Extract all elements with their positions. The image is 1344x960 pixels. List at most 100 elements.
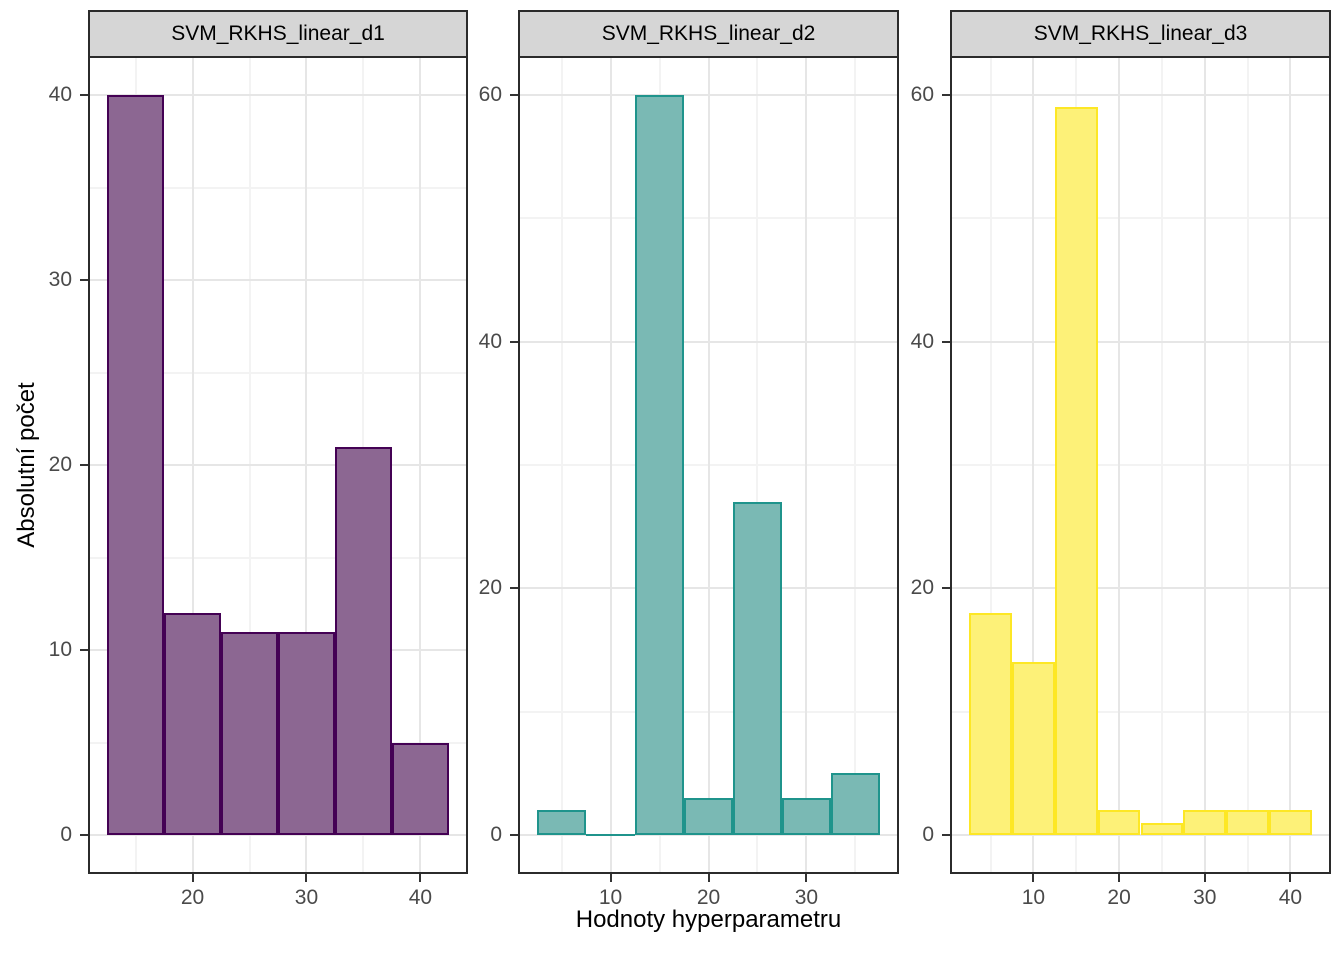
gridline-major-vertical [191,58,194,872]
gridline-major-vertical [805,58,808,872]
gridline-major-horizontal [90,94,466,96]
y-tick-mark [942,340,950,343]
facet-title: SVM_RKHS_linear_d3 [1033,22,1248,45]
x-tick-mark [1032,874,1035,882]
y-tick-mark [80,649,88,651]
gridline-major-vertical [419,58,422,872]
gridline-minor-vertical [560,58,563,872]
y-tick-mark [80,834,88,836]
gridline-minor-vertical [756,58,759,872]
x-tick-label: 40 [408,886,433,909]
histogram-bar [1054,107,1098,835]
gridline-major-vertical [707,58,710,872]
y-tick-mark [80,464,88,466]
histogram-bar [1097,810,1141,835]
x-tick-label: 30 [794,886,819,909]
y-tick-mark [510,94,518,96]
x-tick-mark [191,874,194,882]
facet-strip: SVM_RKHS_linear_d1 [88,10,468,58]
x-tick-mark [609,874,612,882]
facet-panel [88,56,468,874]
histogram-bar [781,798,831,835]
y-tick-mark [510,834,518,836]
histogram-bar [635,95,684,835]
y-tick-label: 60 [478,83,502,106]
y-tick-mark [942,94,950,96]
gridline-minor-horizontal [90,186,466,189]
y-tick-label: 60 [910,83,934,106]
histogram-bar [221,631,278,835]
gridline-major-horizontal [90,464,466,466]
histogram-bar [1226,810,1269,835]
x-tick-label: 10 [598,886,623,909]
histogram-bar [732,502,782,835]
gridline-minor-vertical [854,58,857,872]
facet-title: SVM_RKHS_linear_d1 [171,22,385,45]
histogram-bar [334,446,392,835]
gridline-major-horizontal [90,279,466,281]
gridline-major-vertical [1118,58,1121,872]
gridline-major-horizontal [952,340,1329,343]
x-tick-label: 10 [1021,886,1046,909]
gridline-major-vertical [1289,58,1292,872]
y-tick-mark [80,94,88,96]
histogram-bar [684,798,733,835]
gridline-major-vertical [1032,58,1035,872]
x-tick-label: 30 [294,886,319,909]
histogram-bar [164,613,222,835]
gridline-minor-vertical [989,58,992,872]
facet-panel [950,56,1331,874]
histogram-bar [1183,810,1227,835]
x-tick-label: 20 [1107,886,1131,909]
y-tick-label: 20 [910,576,934,600]
gridline-major-horizontal [952,94,1329,96]
y-tick-mark [80,279,88,281]
x-axis-title: Hodnoty hyperparametru [575,906,842,933]
y-tick-mark [942,834,950,836]
y-tick-label: 20 [478,576,502,600]
histogram-bar [1140,822,1184,835]
x-tick-mark [707,874,710,882]
y-tick-mark [942,587,950,590]
gridline-minor-horizontal [952,217,1329,220]
gridline-major-vertical [1203,58,1206,872]
x-tick-label: 20 [696,886,721,909]
histogram-bar [830,773,880,835]
x-tick-label: 20 [180,886,205,909]
histogram-bar [1269,810,1312,835]
y-tick-label: 0 [922,823,934,846]
gridline-minor-horizontal [90,371,466,374]
x-tick-mark [1118,874,1121,882]
x-tick-mark [1289,874,1292,882]
gridline-major-horizontal [952,834,1329,836]
histogram-bar [391,742,449,835]
y-tick-label: 20 [48,453,72,476]
histogram-bar [1011,662,1055,835]
y-tick-label: 40 [48,83,72,106]
y-tick-label: 10 [48,638,72,661]
x-tick-label: 30 [1193,886,1217,909]
y-tick-label: 40 [478,329,502,353]
facet-title: SVM_RKHS_linear_d2 [601,22,816,45]
y-tick-label: 0 [60,823,72,846]
x-tick-label: 40 [1278,886,1303,909]
x-tick-mark [305,874,308,882]
x-tick-mark [419,874,422,882]
histogram-bar [969,613,1012,835]
gridline-major-horizontal [952,587,1329,590]
gridline-major-vertical [609,58,612,872]
x-tick-mark [805,874,808,882]
histogram-bar [107,95,165,835]
facet-panel [518,56,899,874]
y-tick-mark [510,340,518,343]
gridline-minor-vertical [1246,58,1249,872]
histogram-bar-zero [586,834,636,836]
gridline-minor-horizontal [90,556,466,559]
gridline-major-horizontal [90,834,466,836]
histogram-bar [278,631,335,835]
gridline-minor-horizontal [952,464,1329,466]
facet-strip: SVM_RKHS_linear_d3 [950,10,1331,58]
y-tick-label: 0 [490,823,502,846]
histogram-bar [537,810,587,835]
